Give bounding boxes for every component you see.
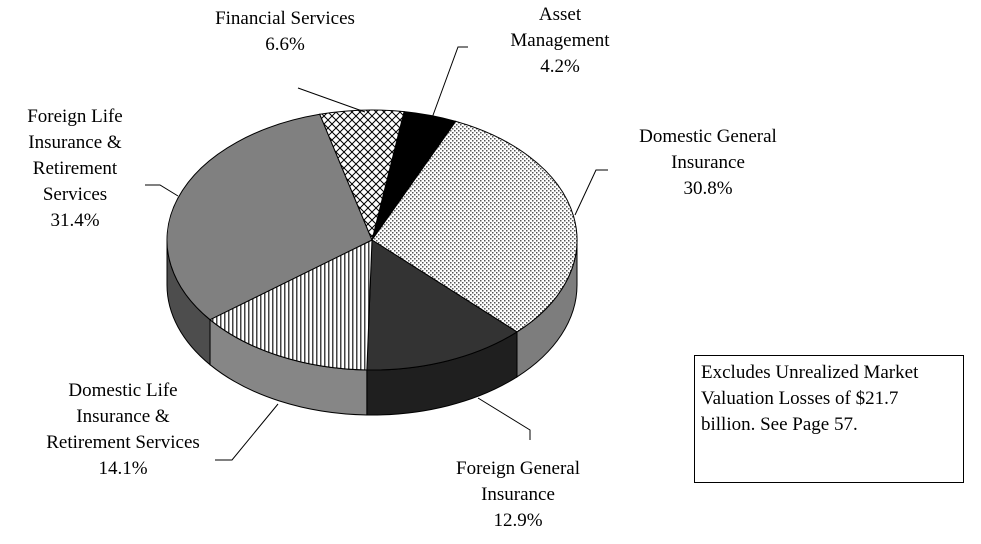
pie-slice bbox=[319, 109, 405, 242]
slice-label: Domestic General Insurance 30.8% bbox=[603, 124, 813, 202]
slice-label: Asset Management 4.2% bbox=[495, 2, 625, 80]
pie-slice bbox=[209, 239, 373, 371]
value-label: 31.4% bbox=[50, 210, 100, 231]
category-label: Domestic General Insurance bbox=[639, 126, 777, 173]
leader-line bbox=[574, 169, 608, 216]
category-label: Asset Management bbox=[510, 4, 610, 51]
leader-line bbox=[477, 397, 531, 440]
slice-label: Domestic Life Insurance & Retirement Ser… bbox=[33, 378, 213, 482]
pie-tops bbox=[166, 109, 578, 371]
pie-slice bbox=[371, 120, 578, 333]
pie-slice bbox=[166, 113, 373, 321]
category-label: Foreign Life Insurance & Retirement Serv… bbox=[27, 106, 123, 205]
leader-line bbox=[431, 46, 468, 119]
category-label: Domestic Life Insurance & Retirement Ser… bbox=[46, 380, 200, 453]
category-label: Financial Services bbox=[215, 8, 355, 29]
value-label: 4.2% bbox=[540, 56, 580, 77]
value-label: 6.6% bbox=[265, 34, 305, 55]
category-label: Foreign General Insurance bbox=[456, 458, 580, 505]
slice-label: Foreign Life Insurance & Retirement Serv… bbox=[0, 104, 150, 234]
slice-label: Financial Services 6.6% bbox=[180, 6, 390, 58]
value-label: 12.9% bbox=[493, 510, 543, 531]
leader-line bbox=[145, 184, 179, 197]
value-label: 30.8% bbox=[683, 178, 733, 199]
leader-line bbox=[297, 87, 366, 113]
leader-lines bbox=[145, 46, 608, 461]
leader-line bbox=[215, 403, 279, 461]
value-label: 14.1% bbox=[98, 458, 148, 479]
slice-label: Foreign General Insurance 12.9% bbox=[423, 456, 613, 534]
pie-slice bbox=[366, 239, 518, 371]
annotation: Excludes Unrealized Market Valuation Los… bbox=[694, 355, 964, 483]
